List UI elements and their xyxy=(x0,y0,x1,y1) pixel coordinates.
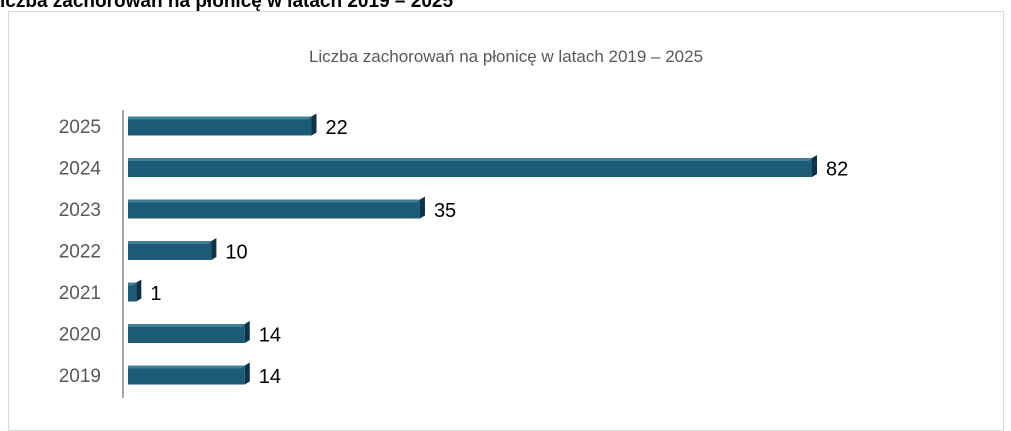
data-label: 10 xyxy=(225,242,247,264)
data-label: 1 xyxy=(150,283,161,305)
bar-top-face xyxy=(128,116,312,120)
page-caption: iczba zachorowań na płonicę w latach 201… xyxy=(0,0,454,12)
bar-end-cap xyxy=(812,155,817,177)
bar-end-cap xyxy=(244,321,250,343)
chart-frame: Liczba zachorowań na płonicę w latach 20… xyxy=(8,11,1004,431)
bar-top-face xyxy=(128,324,245,327)
data-label: 14 xyxy=(259,325,281,347)
data-label: 35 xyxy=(434,200,456,222)
data-label: 22 xyxy=(326,117,348,139)
chart-title: Liczba zachorowań na płonicę w latach 20… xyxy=(308,47,704,66)
bar-top-face xyxy=(128,241,212,244)
y-tick-label: 2023 xyxy=(59,200,101,221)
bar-top-face xyxy=(128,365,245,369)
y-tick-label: 2022 xyxy=(59,242,101,263)
bar-end-cap xyxy=(136,279,142,302)
y-tick-label: 2024 xyxy=(59,159,102,180)
y-tick-label: 2025 xyxy=(59,117,101,138)
bar xyxy=(128,282,137,302)
data-label: 14 xyxy=(259,366,281,388)
bar xyxy=(128,365,245,385)
bar xyxy=(128,241,212,260)
bar-end-cap xyxy=(419,196,425,219)
bar-top-face xyxy=(128,282,137,286)
bar-top-face xyxy=(128,199,420,203)
bar xyxy=(128,158,812,177)
bar-end-cap xyxy=(211,238,217,260)
bar xyxy=(128,199,420,219)
y-tick-label: 2021 xyxy=(59,283,101,304)
y-tick-label: 2020 xyxy=(59,325,101,346)
bar xyxy=(128,116,312,136)
bar-end-cap xyxy=(311,113,317,136)
bars-layer: 2025 22 2024 82 2023 35 2022 10 2021 1 2020 14 2019 1… xyxy=(59,110,848,398)
bar-end-cap xyxy=(244,362,250,385)
bar xyxy=(128,324,245,343)
data-label: 82 xyxy=(826,159,848,181)
bar-chart: 2025 22 2024 82 2023 35 2022 10 2021 1 2020 14 2019 1… xyxy=(59,110,848,398)
y-tick-label: 2019 xyxy=(59,366,101,387)
bar-top-face xyxy=(128,158,812,161)
